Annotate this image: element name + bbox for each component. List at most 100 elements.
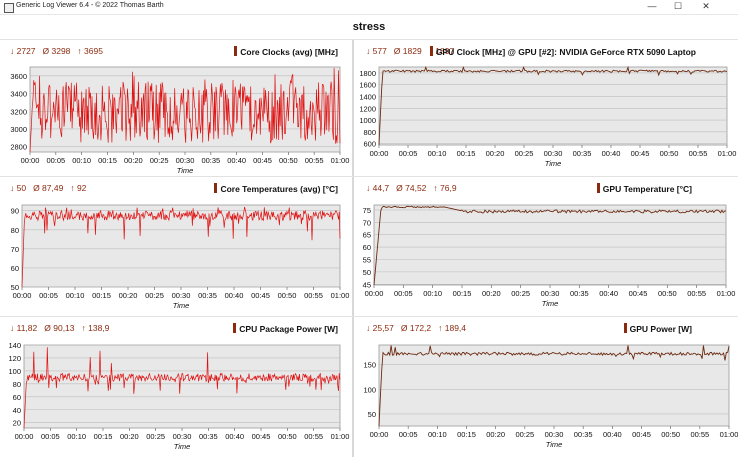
x-axis-label: Time xyxy=(177,166,194,175)
stats-gpu-clock: ↓ 577 Ø 1829 ↑ 1897 xyxy=(366,46,461,56)
panel-gpu-clock: ↓ 577 Ø 1829 ↑ 1897 GPU Clock [MHz] @ GPU … xyxy=(354,40,736,168)
series-marker xyxy=(233,323,237,333)
y-tick-label: 75 xyxy=(363,206,371,215)
stat-min: ↓ 11,82 xyxy=(10,323,38,333)
y-tick-label: 100 xyxy=(8,367,21,376)
x-tick-label: 00:05 xyxy=(46,156,65,165)
chart-core-temps: 50 60 70 80 90 00:00 00:05 00:10 00:15 00:20 00:25… xyxy=(11,204,350,310)
window-titlebar: Generic Log Viewer 6.4 - © 2022 Thomas B… xyxy=(0,0,738,15)
x-tick-label: 00:40 xyxy=(599,289,618,298)
panel-core-clocks: ↓ 2727 Ø 3298 ↑ 3695 Core Clocks (avg) [MH… xyxy=(0,40,350,175)
panel-title-text: GPU Temperature [°C] xyxy=(602,184,692,194)
x-tick-label: 00:00 xyxy=(370,149,389,158)
panel-title-text: GPU Power [W] xyxy=(629,324,692,334)
chart-core-clocks: 2800 3000 3200 3400 3600 00:00 00:05 00:10 00:15… xyxy=(10,66,349,175)
x-tick-label: 00:20 xyxy=(486,149,505,158)
close-button[interactable]: ✕ xyxy=(702,1,710,11)
page-title: stress xyxy=(352,21,386,33)
x-tick-label: 00:10 xyxy=(428,149,447,158)
x-tick-label: 00:40 xyxy=(602,149,621,158)
row-divider-2 xyxy=(0,316,738,317)
series-marker xyxy=(429,46,433,56)
stat-max: ↑ 138,9 xyxy=(81,323,110,333)
x-axis-label: Time xyxy=(174,442,191,451)
maximize-button[interactable]: ☐ xyxy=(673,1,683,11)
y-tick-label: 150 xyxy=(363,361,376,370)
x-tick-label: 00:40 xyxy=(603,430,622,439)
panel-title-text: Core Temperatures (avg) [°C] xyxy=(220,184,338,194)
y-tick-label: 90 xyxy=(11,207,19,216)
x-tick-label: 00:05 xyxy=(39,291,58,300)
x-tick-label: 00:15 xyxy=(457,149,476,158)
stat-min: ↓ 44,7 xyxy=(366,183,390,193)
x-tick-label: 00:00 xyxy=(15,432,34,441)
plot-area xyxy=(373,204,727,286)
stat-max: ↑ 1897 xyxy=(428,46,455,56)
x-tick-label: 00:35 xyxy=(198,291,217,300)
header-divider xyxy=(0,39,738,40)
x-tick-label: 00:50 xyxy=(278,432,297,441)
panel-title-text: Core Clocks (avg) [MHz] xyxy=(240,47,338,57)
x-tick-label: 00:30 xyxy=(541,289,560,298)
chart-gpu-clock: 600 800 1000 1200 1400 1600 1800 00:00 00:05 00:1… xyxy=(359,65,737,168)
x-tick-label: 00:25 xyxy=(150,156,169,165)
panel-gpu-temp: ↓ 44,7 Ø 74,52 ↑ 76,9 GPU Temperature [°C]… xyxy=(354,177,735,308)
panel-cpu-power: ↓ 11,82 Ø 90,13 ↑ 138,9 CPU Package Power … xyxy=(0,317,350,451)
app-icon xyxy=(4,3,14,13)
panel-core-temps: ↓ 50 Ø 87,49 ↑ 92 Core Temperatures (avg) … xyxy=(0,177,350,310)
y-tick-label: 3200 xyxy=(10,107,27,116)
y-tick-label: 80 xyxy=(11,226,19,235)
x-tick-label: 00:45 xyxy=(629,289,648,298)
panel-title-text: GPU Clock [MHz] @ GPU [#2]: NVIDIA GeFor… xyxy=(435,47,696,57)
x-tick-label: 00:15 xyxy=(92,291,111,300)
x-axis-label: Time xyxy=(545,159,562,168)
panel-gpu-power: ↓ 25,57 Ø 172,2 ↑ 189,4 GPU Power [W] 50 10… xyxy=(354,317,738,449)
y-tick-label: 80 xyxy=(13,380,21,389)
x-tick-label: 00:20 xyxy=(120,432,139,441)
x-tick-label: 00:20 xyxy=(486,430,505,439)
x-tick-label: 00:00 xyxy=(370,430,389,439)
stats-gpu-power: ↓ 25,57 Ø 172,2 ↑ 189,4 xyxy=(366,323,473,333)
y-tick-label: 3400 xyxy=(10,90,27,99)
y-tick-label: 50 xyxy=(368,410,376,419)
x-tick-label: 00:40 xyxy=(225,432,244,441)
x-tick-label: 00:50 xyxy=(661,430,680,439)
x-tick-label: 01:00 xyxy=(331,291,350,300)
chart-gpu-power: 50 100 150 00:00 00:05 00:10 00:15 00:20 00:25 00… xyxy=(363,344,738,449)
x-tick-label: 00:25 xyxy=(515,149,534,158)
series-marker xyxy=(596,183,600,193)
x-tick-label: 00:35 xyxy=(199,432,218,441)
x-tick-label: 00:10 xyxy=(428,430,447,439)
x-tick-label: 00:55 xyxy=(304,432,323,441)
y-tick-label: 50 xyxy=(11,283,19,292)
y-tick-label: 45 xyxy=(363,280,371,289)
stats-core-temps: ↓ 50 Ø 87,49 ↑ 92 xyxy=(10,183,93,193)
panel-title-text: CPU Package Power [W] xyxy=(239,324,338,334)
x-tick-label: 00:50 xyxy=(279,156,298,165)
panel-title-core-clocks: Core Clocks (avg) [MHz] xyxy=(234,46,338,57)
x-axis-label: Time xyxy=(173,301,190,310)
x-tick-label: 00:05 xyxy=(394,289,413,298)
series-line xyxy=(23,347,341,429)
x-tick-label: 00:10 xyxy=(67,432,86,441)
series-line xyxy=(21,206,341,288)
x-tick-label: 00:00 xyxy=(365,289,384,298)
series-marker xyxy=(214,183,218,193)
y-tick-label: 3600 xyxy=(10,72,27,81)
x-tick-label: 00:55 xyxy=(689,149,708,158)
x-tick-label: 00:50 xyxy=(660,149,679,158)
y-tick-label: 1200 xyxy=(359,104,376,113)
x-tick-label: 00:55 xyxy=(304,291,323,300)
plot-area xyxy=(23,344,341,429)
x-tick-label: 00:25 xyxy=(515,430,534,439)
x-tick-label: 00:15 xyxy=(453,289,472,298)
x-tick-label: 01:00 xyxy=(718,149,737,158)
plot-area xyxy=(378,344,730,427)
minimize-button[interactable]: — xyxy=(647,1,657,11)
plot-area xyxy=(378,66,728,146)
stat-min: ↓ 50 xyxy=(10,183,27,193)
y-tick-label: 1000 xyxy=(359,116,376,125)
window-title: Generic Log Viewer 6.4 - © 2022 Thomas B… xyxy=(16,2,164,9)
x-tick-label: 00:45 xyxy=(251,291,270,300)
stat-avg: Ø 90,13 xyxy=(44,323,75,333)
